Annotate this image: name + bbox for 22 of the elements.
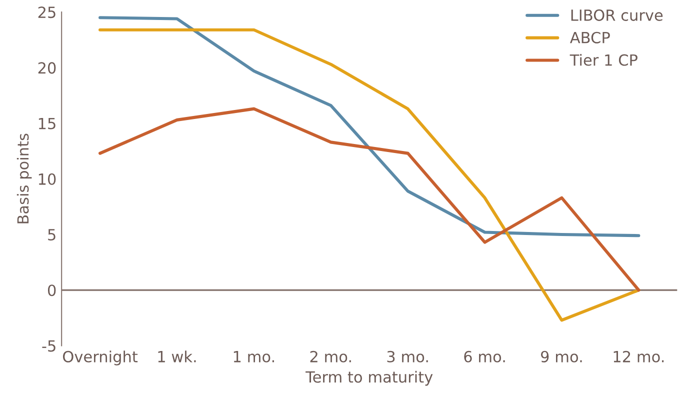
- line-series: [98, 107, 640, 292]
- y-tick-label: -5: [42, 340, 56, 352]
- y-tick-label: 0: [48, 284, 56, 296]
- legend-label: Tier 1 CP: [570, 54, 638, 66]
- y-tick-label: 5: [48, 229, 56, 241]
- y-tick-label: 10: [38, 173, 56, 185]
- x-tick-label: 3 mo.: [387, 350, 428, 362]
- x-tick-label: 12 mo.: [614, 350, 664, 362]
- x-tick-label: 2 mo.: [310, 350, 351, 362]
- legend-label: LIBOR curve: [571, 9, 663, 21]
- y-tick-label: 25: [38, 6, 56, 18]
- y-axis-title: Basis points: [16, 134, 32, 224]
- legend-label: ABCP: [570, 32, 610, 44]
- x-tick-label: 6 mo.: [464, 350, 505, 362]
- x-tick-label: 1 mo.: [234, 351, 274, 362]
- x-tick-label: 9 mo.: [541, 350, 582, 362]
- line-series: [98, 28, 640, 322]
- y-tick-label: 15: [38, 118, 56, 130]
- x-axis-title: Term to maturity: [306, 370, 433, 386]
- x-tick-label: 1 wk.: [158, 350, 196, 362]
- y-tick-label: 20: [38, 62, 56, 74]
- x-tick-label: Overnight: [63, 350, 138, 366]
